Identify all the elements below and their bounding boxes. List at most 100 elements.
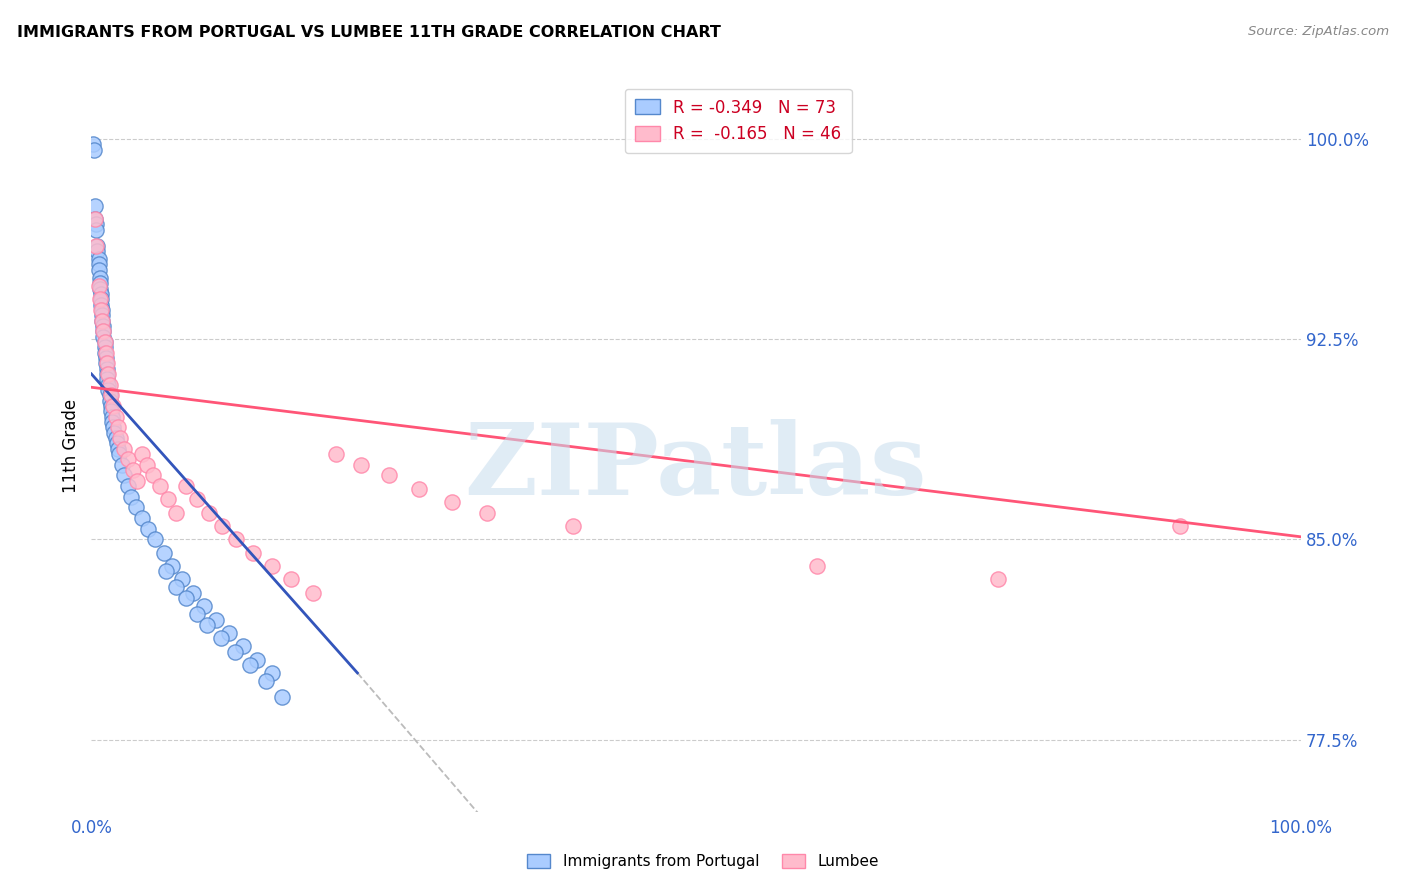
Point (93, 329, 115, 343)
Point (96, 367, 118, 381)
Point (91, 313, 114, 327)
Point (104, 431, 127, 445)
Point (84, 199, 107, 213)
Point (561, 519, 583, 533)
Point (271, 690, 294, 704)
Point (246, 652, 269, 666)
Point (98, 388, 121, 402)
Point (112, 442, 135, 456)
Point (254, 673, 277, 688)
Point (1168, 519, 1191, 533)
Point (112, 468, 135, 483)
Point (105, 436, 128, 450)
Point (350, 458, 373, 472)
Point (117, 479, 139, 493)
Point (97, 377, 120, 392)
Point (172, 573, 194, 587)
Point (90, 286, 112, 301)
Point (149, 479, 172, 493)
Point (987, 573, 1010, 587)
Point (174, 591, 197, 606)
Point (205, 613, 228, 627)
Point (121, 463, 143, 477)
Point (89, 292, 111, 306)
Point (93, 324, 115, 338)
Point (87, 278, 110, 293)
Point (91, 313, 114, 327)
Point (96, 372, 118, 386)
Point (136, 458, 159, 472)
Point (93, 334, 115, 349)
Point (197, 618, 219, 632)
Point (96, 356, 118, 370)
Point (136, 522, 159, 536)
Point (89, 276, 111, 290)
Point (98, 377, 121, 392)
Point (111, 458, 132, 472)
Point (100, 388, 122, 402)
Point (82, 137, 104, 152)
Point (242, 546, 264, 560)
Point (86, 244, 108, 259)
Point (197, 506, 219, 520)
Point (94, 345, 117, 359)
Point (97, 367, 120, 381)
Point (280, 573, 302, 587)
Point (408, 482, 430, 496)
Point (186, 492, 208, 507)
Point (153, 546, 176, 560)
Point (83, 143, 105, 157)
Point (93, 324, 115, 338)
Point (186, 607, 208, 622)
Point (96, 361, 118, 376)
Point (91, 302, 114, 317)
Point (218, 625, 240, 640)
Point (224, 644, 246, 658)
Point (89, 270, 111, 285)
Point (301, 586, 323, 600)
Point (165, 581, 187, 595)
Point (97, 383, 120, 397)
Point (162, 559, 184, 574)
Point (156, 492, 179, 507)
Point (117, 452, 139, 467)
Point (101, 409, 124, 424)
Point (108, 447, 131, 461)
Point (101, 399, 124, 413)
Point (120, 490, 142, 504)
Point (174, 479, 197, 493)
Point (84, 212, 107, 227)
Point (84, 218, 107, 232)
Point (239, 657, 262, 672)
Point (440, 495, 463, 509)
Point (231, 639, 253, 653)
Point (103, 425, 125, 440)
Point (98, 393, 121, 408)
Point (145, 533, 167, 547)
Point (93, 340, 115, 354)
Point (86, 239, 108, 253)
Point (93, 345, 115, 359)
Point (165, 506, 187, 520)
Point (107, 442, 129, 456)
Point (91, 308, 114, 322)
Point (100, 404, 122, 418)
Point (806, 559, 828, 574)
Point (90, 292, 112, 306)
Point (90, 302, 112, 317)
Y-axis label: 11th Grade: 11th Grade (62, 399, 80, 493)
Point (475, 506, 498, 520)
Point (193, 599, 215, 614)
Legend: R = -0.349   N = 73, R =  -0.165   N = 46: R = -0.349 N = 73, R = -0.165 N = 46 (626, 88, 852, 153)
Point (131, 447, 153, 461)
Point (93, 334, 115, 349)
Point (107, 420, 129, 434)
Point (142, 468, 165, 483)
Point (87, 257, 110, 271)
Point (93, 318, 115, 333)
Legend: Immigrants from Portugal, Lumbee: Immigrants from Portugal, Lumbee (522, 848, 884, 875)
Point (127, 474, 149, 488)
Point (211, 519, 233, 533)
Point (181, 586, 204, 600)
Point (209, 631, 232, 645)
